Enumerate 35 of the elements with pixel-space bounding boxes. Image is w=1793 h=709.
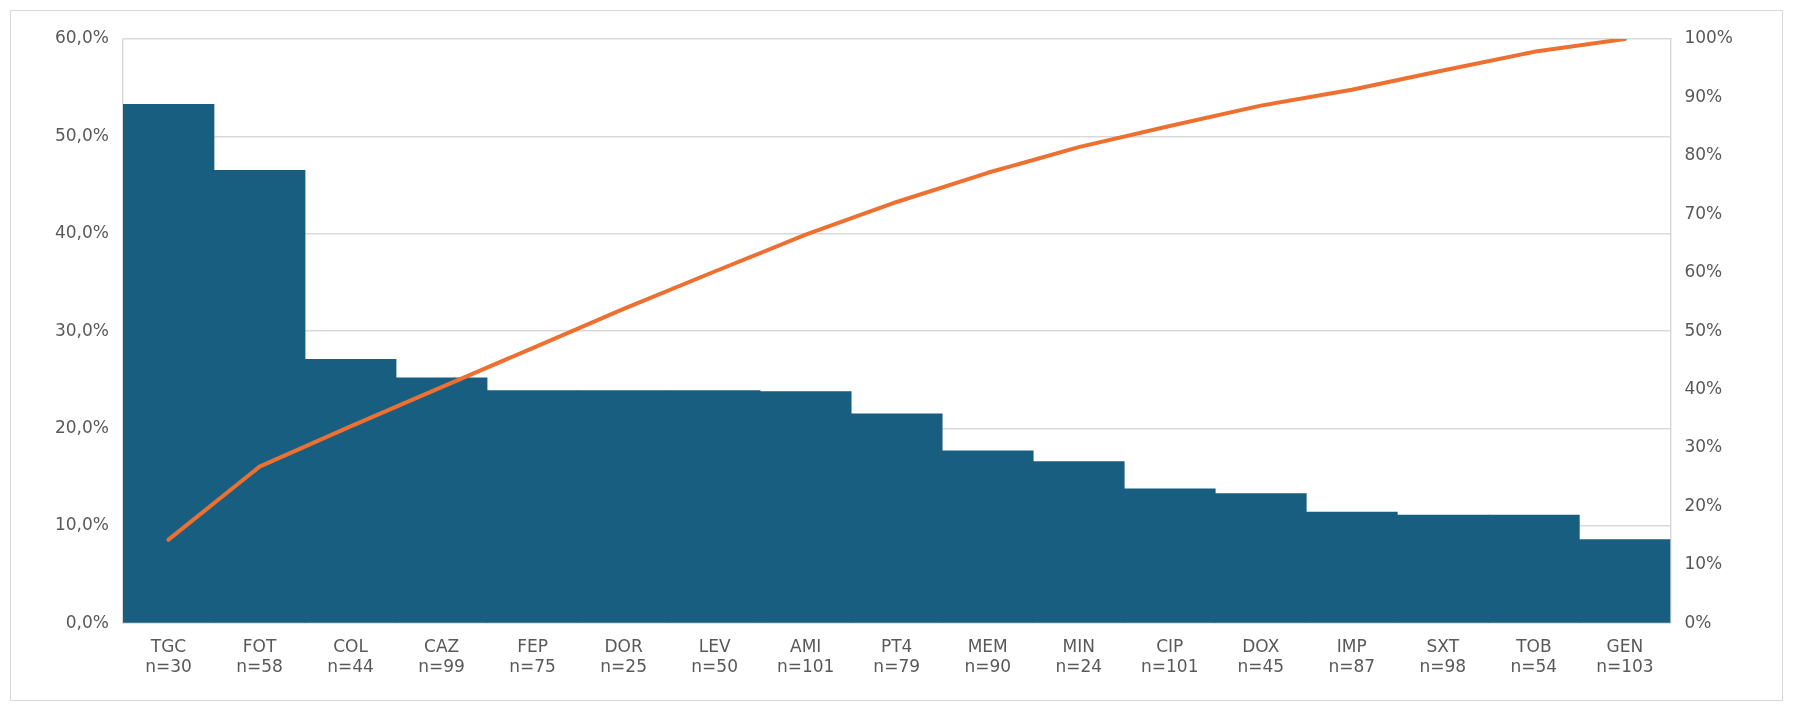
y-tick-label: 50,0% bbox=[54, 124, 109, 145]
y2-tick-label: 100% bbox=[1684, 27, 1734, 48]
x-tick-label: IMP n=87 bbox=[1328, 635, 1376, 677]
x-tick-label: PT4 n=79 bbox=[873, 635, 921, 677]
x-tick-label: DOR n=25 bbox=[600, 635, 647, 677]
y2-tick-label: 90% bbox=[1684, 85, 1723, 106]
x-tick-label: MIN n=24 bbox=[1055, 635, 1103, 677]
x-tick-label: FOT n=58 bbox=[236, 635, 283, 677]
y2-tick-label: 0% bbox=[1684, 611, 1712, 632]
y2-tick-label: 80% bbox=[1684, 144, 1723, 165]
x-tick-label: CIP n=101 bbox=[1141, 635, 1199, 677]
x-tick-label: MEM n=90 bbox=[964, 635, 1012, 677]
y2-tick-label: 60% bbox=[1684, 261, 1723, 282]
x-tick-label: CAZ n=99 bbox=[418, 635, 465, 677]
y-tick-label: 10,0% bbox=[54, 514, 109, 535]
x-tick-label: AMI n=101 bbox=[776, 635, 835, 677]
x-tick-label: TOB n=54 bbox=[1510, 635, 1558, 677]
y2-tick-label: 70% bbox=[1684, 202, 1723, 223]
y-tick-label: 0,0% bbox=[65, 611, 109, 632]
x-tick-label: TGC n=30 bbox=[145, 635, 192, 677]
y2-tick-label: 10% bbox=[1684, 553, 1723, 574]
x-tick-label: LEV n=50 bbox=[691, 635, 738, 677]
y-tick-label: 20,0% bbox=[54, 416, 109, 437]
y2-tick-label: 50% bbox=[1684, 319, 1723, 340]
x-tick-label: COL n=44 bbox=[327, 635, 374, 677]
x-tick-label: DOX n=45 bbox=[1237, 635, 1285, 677]
x-tick-label: SXT n=98 bbox=[1419, 635, 1467, 677]
y2-tick-label: 20% bbox=[1684, 494, 1723, 515]
y-tick-label: 60,0% bbox=[54, 27, 109, 48]
y2-tick-label: 40% bbox=[1684, 377, 1723, 398]
x-tick-label: FEP n=75 bbox=[509, 635, 556, 677]
y-tick-label: 30,0% bbox=[54, 319, 109, 340]
y-tick-label: 40,0% bbox=[54, 222, 109, 243]
x-tick-label: GEN n=103 bbox=[1596, 635, 1654, 677]
y2-tick-label: 30% bbox=[1684, 436, 1723, 457]
